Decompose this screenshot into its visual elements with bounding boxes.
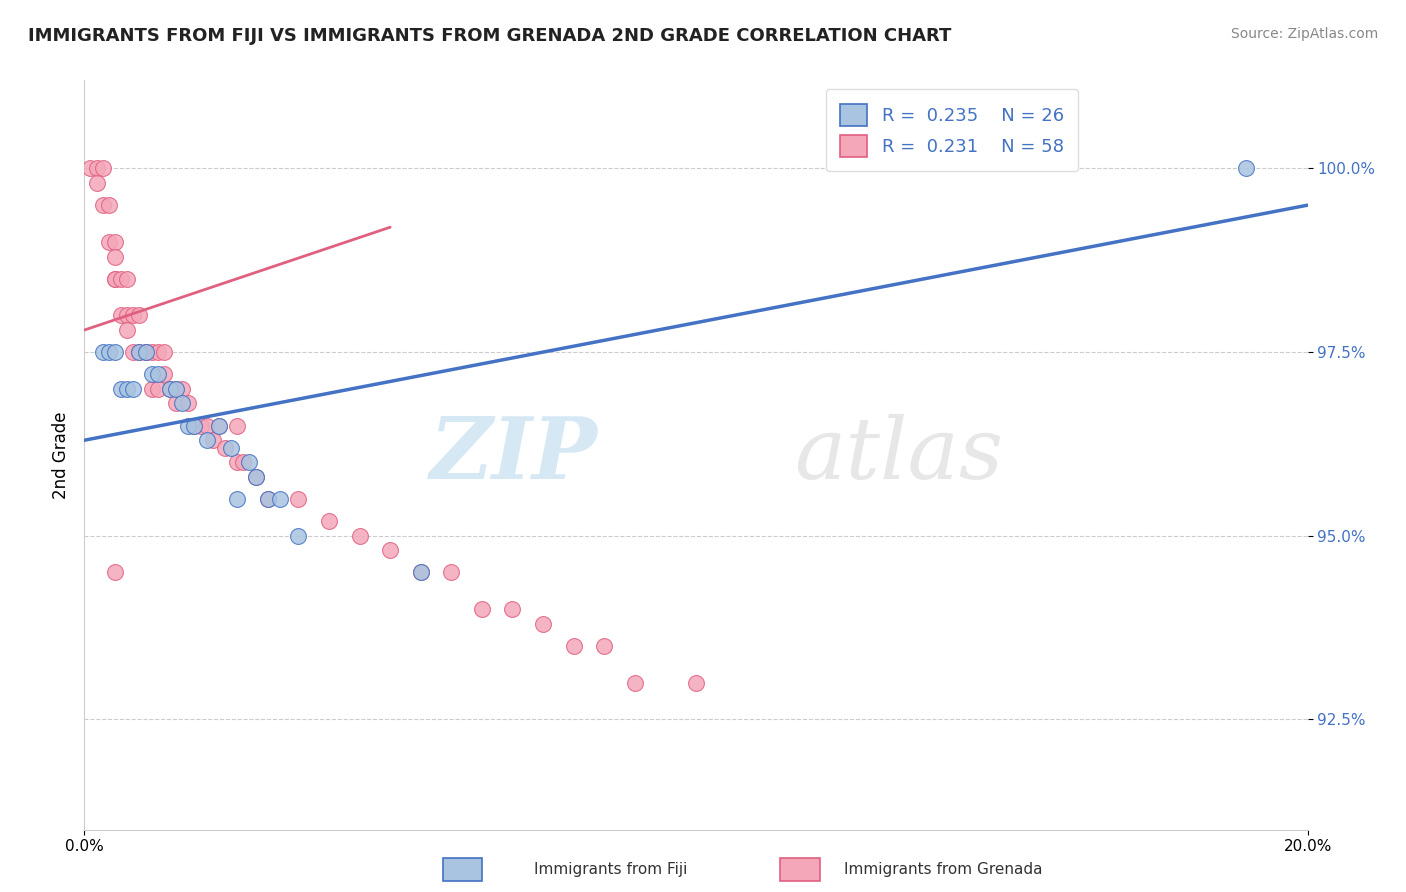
Point <box>141 345 163 359</box>
Point <box>214 441 236 455</box>
Point <box>115 309 138 323</box>
Point <box>165 396 187 410</box>
Point <box>287 491 309 506</box>
Text: Immigrants from Fiji: Immigrants from Fiji <box>534 863 688 877</box>
Point <box>110 382 132 396</box>
Point <box>97 198 120 212</box>
Point <box>135 345 157 359</box>
Text: ZIP: ZIP <box>430 413 598 497</box>
Point <box>122 309 145 323</box>
Point <box>97 235 120 249</box>
Point <box>115 323 138 337</box>
Point <box>624 675 647 690</box>
Point <box>502 602 524 616</box>
Legend: R =  0.235    N = 26, R =  0.231    N = 58: R = 0.235 N = 26, R = 0.231 N = 58 <box>825 89 1078 171</box>
Point <box>104 250 127 264</box>
Text: IMMIGRANTS FROM FIJI VS IMMIGRANTS FROM GRENADA 2ND GRADE CORRELATION CHART: IMMIGRANTS FROM FIJI VS IMMIGRANTS FROM … <box>28 27 952 45</box>
Point <box>128 345 150 359</box>
Point <box>86 176 108 190</box>
Point <box>380 543 402 558</box>
Point <box>159 382 181 396</box>
Point <box>122 382 145 396</box>
Point <box>232 455 254 469</box>
Point <box>195 434 218 448</box>
Point <box>195 418 218 433</box>
Y-axis label: 2nd Grade: 2nd Grade <box>52 411 70 499</box>
Point <box>141 367 163 381</box>
Point <box>115 271 138 285</box>
Point <box>245 470 267 484</box>
Point <box>97 345 120 359</box>
Point <box>91 161 114 176</box>
Point <box>79 161 101 176</box>
Point <box>104 345 127 359</box>
Point <box>349 529 371 543</box>
Point <box>318 514 340 528</box>
Point <box>165 382 187 396</box>
Point <box>257 491 280 506</box>
Point <box>110 271 132 285</box>
Point <box>208 418 231 433</box>
Point <box>226 418 249 433</box>
Point <box>409 566 432 580</box>
Point <box>177 418 200 433</box>
Point <box>172 382 194 396</box>
Point <box>1236 161 1258 176</box>
Point <box>190 418 212 433</box>
Point <box>172 396 194 410</box>
Point <box>226 491 249 506</box>
Text: Immigrants from Grenada: Immigrants from Grenada <box>844 863 1042 877</box>
Point <box>146 382 169 396</box>
Point <box>183 418 205 433</box>
Point <box>562 639 585 653</box>
Point <box>104 271 127 285</box>
Point <box>135 345 157 359</box>
Point <box>201 434 224 448</box>
Text: atlas: atlas <box>794 414 1002 496</box>
Text: Source: ZipAtlas.com: Source: ZipAtlas.com <box>1230 27 1378 41</box>
Point <box>146 345 169 359</box>
Point <box>115 382 138 396</box>
Point <box>91 198 114 212</box>
Point <box>141 382 163 396</box>
Point <box>238 455 260 469</box>
Point <box>183 418 205 433</box>
Point <box>146 367 169 381</box>
Point <box>208 418 231 433</box>
Point <box>269 491 291 506</box>
Point <box>128 309 150 323</box>
Point <box>122 345 145 359</box>
Point <box>440 566 463 580</box>
Point <box>104 566 127 580</box>
Point <box>135 345 157 359</box>
Point <box>593 639 616 653</box>
Point <box>257 491 280 506</box>
Point <box>409 566 432 580</box>
Point <box>226 455 249 469</box>
Point <box>153 345 176 359</box>
Point <box>104 271 127 285</box>
Point <box>287 529 309 543</box>
Point <box>471 602 494 616</box>
Point <box>128 345 150 359</box>
Point <box>165 382 187 396</box>
Point <box>86 161 108 176</box>
Point <box>159 382 181 396</box>
Point <box>219 441 242 455</box>
Point <box>685 675 707 690</box>
Point <box>153 367 176 381</box>
Point <box>177 396 200 410</box>
Point <box>91 345 114 359</box>
Point <box>104 235 127 249</box>
Point <box>531 616 554 631</box>
Point <box>245 470 267 484</box>
Point <box>110 309 132 323</box>
